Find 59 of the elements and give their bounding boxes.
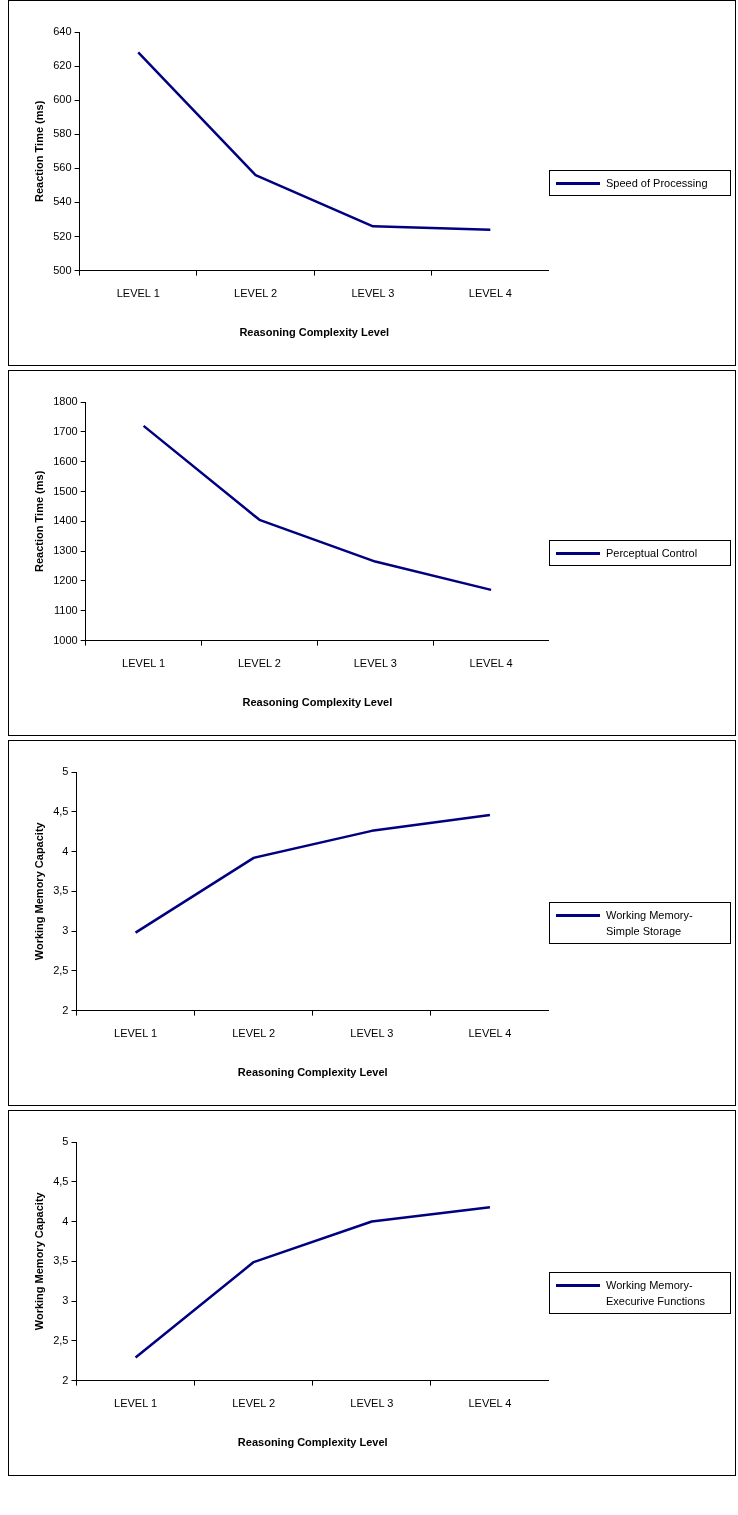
y-axis-title: Reaction Time (ms) (32, 100, 45, 202)
x-axis-title: Reasoning Complexity Level (239, 326, 390, 339)
y-tick-label: 580 (53, 127, 72, 140)
y-tick-label: 1800 (53, 395, 78, 408)
y-tick-label: 4,5 (53, 1174, 69, 1187)
legend-label: Working Memory-Execurive Functions (606, 1278, 707, 1309)
y-tick-label: 3 (62, 1294, 69, 1307)
y-tick-label: 1500 (53, 484, 78, 497)
y-tick-label: 500 (53, 263, 72, 276)
x-tick-label: LEVEL 4 (469, 657, 513, 670)
x-tick-label: LEVEL 2 (234, 287, 278, 300)
y-tick-label: 4 (62, 844, 69, 857)
y-tick-label: 540 (53, 195, 72, 208)
y-tick-label: 1300 (53, 544, 78, 557)
y-axis-title: Working Memory Capacity (32, 1191, 45, 1331)
y-axis-title: Working Memory Capacity (32, 821, 45, 961)
x-tick-label: LEVEL 1 (114, 1027, 158, 1040)
x-tick-label: LEVEL 3 (350, 1397, 394, 1410)
y-tick-label: 2,5 (53, 963, 69, 976)
y-tick-label: 2,5 (53, 1333, 69, 1346)
y-tick-label: 600 (53, 93, 72, 106)
y-axis-title: Reaction Time (ms) (32, 470, 45, 572)
x-tick-label: LEVEL 3 (351, 287, 395, 300)
x-axis-title: Reasoning Complexity Level (242, 696, 393, 709)
y-tick-label: 1700 (53, 424, 78, 437)
y-tick-label: 1200 (53, 573, 78, 586)
x-tick-label: LEVEL 4 (468, 1027, 512, 1040)
x-axis-title: Reasoning Complexity Level (237, 1066, 388, 1079)
y-tick-label: 620 (53, 59, 72, 72)
y-tick-label: 640 (53, 25, 72, 38)
y-tick-label: 4 (62, 1214, 69, 1227)
y-tick-label: 1400 (53, 514, 78, 527)
y-tick-label: 5 (62, 1135, 69, 1148)
y-tick-label: 520 (53, 229, 72, 242)
y-tick-label: 3,5 (53, 884, 69, 897)
x-tick-label: LEVEL 1 (116, 287, 160, 300)
y-tick-label: 4,5 (53, 804, 69, 817)
y-tick-label: 560 (53, 161, 72, 174)
legend-label: Perceptual Control (606, 546, 698, 561)
x-tick-label: LEVEL 4 (468, 287, 512, 300)
y-tick-label: 5 (62, 765, 69, 778)
legend-label: Working Memory-Simple Storage (606, 908, 694, 939)
x-tick-label: LEVEL 2 (232, 1397, 276, 1410)
y-tick-label: 2 (62, 1373, 69, 1386)
y-tick-label: 1600 (53, 454, 78, 467)
y-tick-label: 3 (62, 924, 69, 937)
x-tick-label: LEVEL 2 (232, 1027, 276, 1040)
y-tick-label: 1100 (54, 603, 78, 616)
y-tick-label: 2 (62, 1003, 69, 1016)
legend-label: Speed of Processing (606, 176, 708, 191)
x-tick-label: LEVEL 2 (237, 657, 281, 670)
x-tick-label: LEVEL 1 (122, 657, 166, 670)
x-tick-label: LEVEL 3 (350, 1027, 394, 1040)
x-tick-label: LEVEL 3 (353, 657, 397, 670)
x-tick-label: LEVEL 1 (114, 1397, 158, 1410)
y-tick-label: 1000 (53, 633, 78, 646)
x-tick-label: LEVEL 4 (468, 1397, 512, 1410)
x-axis-title: Reasoning Complexity Level (237, 1436, 388, 1449)
y-tick-label: 3,5 (53, 1254, 69, 1267)
